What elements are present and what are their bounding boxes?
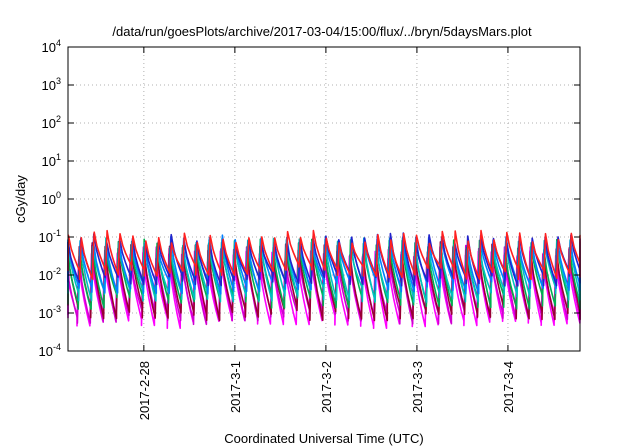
series-line bbox=[67, 237, 581, 303]
chart-title: /data/run/goesPlots/archive/2017-03-04/1… bbox=[112, 24, 532, 39]
y-axis: 10-4 10-3 10-2 10-1 100 101 102 103 104 bbox=[39, 38, 580, 359]
x-axis-label: Coordinated Universal Time (UTC) bbox=[224, 431, 423, 446]
series-group bbox=[67, 229, 581, 329]
y-tick-label: 101 bbox=[42, 152, 61, 169]
x-tick-label: 2017-2-28 bbox=[137, 361, 152, 420]
y-tick-label: 10-3 bbox=[39, 304, 61, 321]
series-line bbox=[67, 250, 581, 329]
y-tick-label: 10-2 bbox=[39, 266, 61, 283]
series-line bbox=[67, 229, 581, 281]
x-tick-label: 2017-3-4 bbox=[501, 361, 516, 413]
y-tick-label: 10-4 bbox=[39, 342, 61, 359]
y-tick-label: 100 bbox=[42, 190, 61, 207]
x-tick-label: 2017-3-3 bbox=[410, 361, 425, 413]
x-tick-label: 2017-3-1 bbox=[228, 361, 243, 413]
y-tick-label: 102 bbox=[42, 114, 61, 131]
x-tick-label: 2017-3-2 bbox=[319, 361, 334, 413]
x-axis: 2017-2-28 2017-3-1 2017-3-2 2017-3-3 2017-3-… bbox=[137, 47, 516, 420]
y-axis-label: cGy/day bbox=[13, 175, 28, 223]
y-tick-label: 104 bbox=[42, 38, 61, 55]
y-tick-label: 103 bbox=[42, 76, 61, 93]
y-tick-label: 10-1 bbox=[39, 228, 61, 245]
